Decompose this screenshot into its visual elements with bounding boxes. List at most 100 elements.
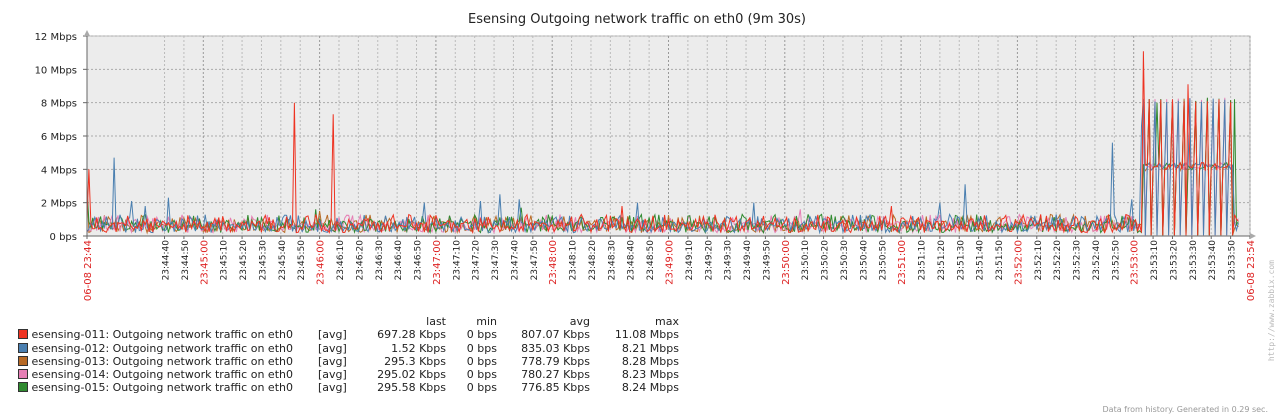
legend-last: 295.3 Kbps xyxy=(384,354,446,368)
y-axis-labels: 0 bps 2 Mbps 4 Mbps 6 Mbps 8 Mbps 10 Mbps 12 M… xyxy=(35,32,87,243)
series-lines xyxy=(86,51,1239,236)
legend-series-label: esensing-014: Outgoing network traffic o… xyxy=(28,368,293,382)
x-tick-label: 23:48:20 xyxy=(588,240,598,281)
legend-header-last: last xyxy=(426,315,446,328)
x-tick-label: 23:49:30 xyxy=(724,240,734,281)
x-tick-label: 23:50:00 xyxy=(781,240,792,285)
legend-avg: 778.79 Kbps xyxy=(521,354,590,368)
legend-series-label: esensing-013: Outgoing network traffic o… xyxy=(28,354,293,368)
legend-series-label: esensing-011: Outgoing network traffic o… xyxy=(28,328,293,342)
legend-func: [avg] xyxy=(318,354,347,368)
x-tick-label: 23:48:50 xyxy=(646,240,656,281)
generation-footer: Data from history. Generated in 0.29 sec… xyxy=(1102,405,1268,414)
x-tick-label: 23:52:00 xyxy=(1013,240,1024,285)
x-tick-label: 23:51:40 xyxy=(976,240,986,281)
y-axis-arrow xyxy=(84,30,90,36)
x-tick-label: 23:52:20 xyxy=(1053,240,1063,281)
series-line xyxy=(86,98,1239,236)
x-tick-label: 23:49:10 xyxy=(685,240,695,281)
legend-max: 8.23 Mbps xyxy=(621,368,679,382)
x-tick-label: 23:51:00 xyxy=(897,240,908,285)
legend-last: 295.02 Kbps xyxy=(377,368,446,382)
x-tick-label: 23:49:20 xyxy=(704,240,714,281)
legend-color-swatch xyxy=(18,369,28,380)
series-line xyxy=(86,97,1239,236)
x-tick-label: 23:45:50 xyxy=(297,240,307,281)
x-tick-label: 23:48:30 xyxy=(607,240,617,281)
legend-row: esensing-014: Outgoing network traffic o… xyxy=(14,368,679,381)
x-tick-label: 23:45:00 xyxy=(199,240,210,285)
x-tick-label: 23:51:10 xyxy=(917,240,927,281)
legend-series-name: esensing-014: Outgoing network traffic o… xyxy=(14,368,318,381)
legend-header-avg: avg xyxy=(569,315,590,328)
x-tick-label: 23:44:50 xyxy=(181,240,191,281)
x-tick-label: 23:46:10 xyxy=(336,240,346,281)
legend-max: 11.08 Mbps xyxy=(614,328,679,342)
legend-min: 0 bps xyxy=(466,354,497,368)
legend-max: 8.21 Mbps xyxy=(621,341,679,355)
legend-header-name xyxy=(14,315,318,328)
x-tick-label: 23:53:00 xyxy=(1130,240,1141,285)
legend-min: 0 bps xyxy=(466,368,497,382)
legend-func: [avg] xyxy=(318,368,347,382)
x-tick-label: 23:45:10 xyxy=(220,240,230,281)
legend-series-label: esensing-015: Outgoing network traffic o… xyxy=(28,381,293,395)
x-tick-label: 06-08 23:54 xyxy=(1246,240,1257,301)
x-tick-label: 23:52:40 xyxy=(1092,240,1102,281)
legend-last: 1.52 Kbps xyxy=(391,341,446,355)
x-tick-label: 23:53:30 xyxy=(1189,240,1199,281)
legend-min: 0 bps xyxy=(466,341,497,355)
legend-header-func xyxy=(318,315,374,328)
x-tick-label: 23:53:10 xyxy=(1150,240,1160,281)
legend-series-name: esensing-013: Outgoing network traffic o… xyxy=(14,355,318,368)
x-tick-label: 23:50:50 xyxy=(879,240,889,281)
x-tick-label: 23:48:40 xyxy=(627,240,637,281)
legend-last: 295.58 Kbps xyxy=(377,381,446,395)
y-tick-label: 6 Mbps xyxy=(41,132,77,143)
x-tick-label: 23:53:20 xyxy=(1169,240,1179,281)
x-tick-label: 23:46:20 xyxy=(355,240,365,281)
x-tick-label: 23:45:20 xyxy=(239,240,249,281)
legend-header-min: min xyxy=(476,315,497,328)
legend-last: 697.28 Kbps xyxy=(377,328,446,342)
x-tick-label: 23:53:50 xyxy=(1228,240,1238,281)
chart-title: Esensing Outgoing network traffic on eth… xyxy=(468,12,806,27)
x-tick-label: 23:47:10 xyxy=(452,240,462,281)
legend-color-swatch xyxy=(18,382,28,393)
legend-func: [avg] xyxy=(318,341,347,355)
legend-avg: 807.07 Kbps xyxy=(521,328,590,342)
x-tick-label: 23:46:50 xyxy=(414,240,424,281)
series-line xyxy=(86,97,1239,236)
x-tick-label: 23:49:40 xyxy=(743,240,753,281)
x-tick-label: 23:49:50 xyxy=(762,240,772,281)
y-tick-label: 8 Mbps xyxy=(41,99,77,110)
zabbix-watermark: http://www.zabbix.com xyxy=(1267,260,1276,362)
legend-row: esensing-012: Outgoing network traffic o… xyxy=(14,342,679,355)
x-tick-label: 23:48:10 xyxy=(569,240,579,281)
x-tick-label: 23:53:40 xyxy=(1208,240,1218,281)
y-tick-label: 4 Mbps xyxy=(41,165,77,176)
legend-header-row: last min avg max xyxy=(14,315,679,328)
x-tick-label: 23:48:00 xyxy=(548,240,559,285)
x-tick-label: 23:50:20 xyxy=(821,240,831,281)
x-tick-label: 23:47:20 xyxy=(472,240,482,281)
legend-func: [avg] xyxy=(318,328,347,342)
x-tick-label: 23:47:50 xyxy=(530,240,540,281)
x-tick-label: 23:47:00 xyxy=(432,240,443,285)
x-tick-label: 23:51:30 xyxy=(956,240,966,281)
series-line xyxy=(86,51,1239,236)
x-tick-label: 23:49:00 xyxy=(665,240,676,285)
legend-max: 8.24 Mbps xyxy=(621,381,679,395)
x-tick-label: 23:50:40 xyxy=(859,240,869,281)
legend-color-swatch xyxy=(18,355,28,366)
legend-series-name: esensing-015: Outgoing network traffic o… xyxy=(14,381,318,394)
legend: last min avg max esensing-011: Outgoing … xyxy=(14,315,679,395)
y-tick-label: 2 Mbps xyxy=(41,199,77,210)
x-axis-labels: 06-08 23:44 23:44:40 23:44:50 23:45:00 23:45… xyxy=(83,240,1257,301)
x-tick-label: 06-08 23:44 xyxy=(83,240,94,301)
legend-table: last min avg max esensing-011: Outgoing … xyxy=(14,315,679,395)
legend-func: [avg] xyxy=(318,381,347,395)
legend-header-max: max xyxy=(655,315,679,328)
x-axis-arrow xyxy=(1250,233,1256,239)
